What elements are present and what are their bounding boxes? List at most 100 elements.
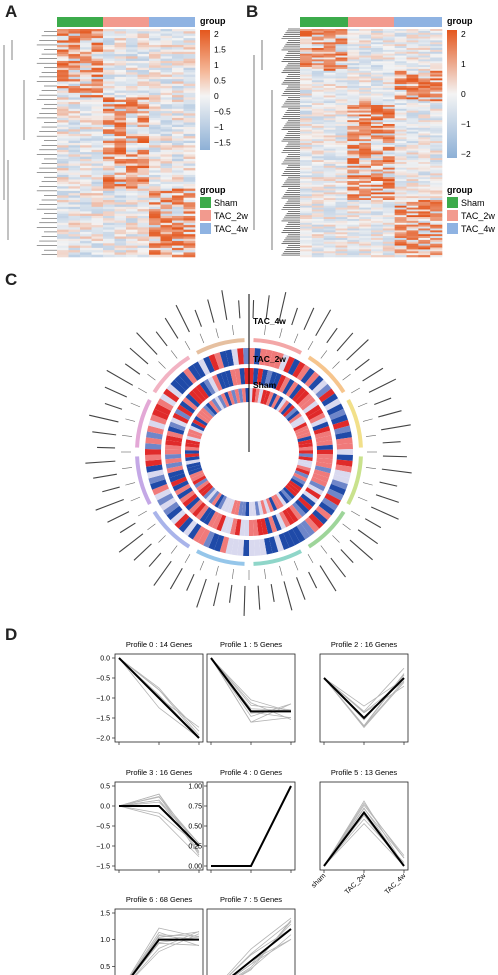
heatmap-cell [311,84,324,87]
heatmap-cell [103,200,115,203]
heatmap-cell [347,249,360,252]
heatmap-cell [68,177,81,180]
heatmap-cell [91,60,104,64]
gene-label-mark [221,290,228,320]
profile-title: Profile 5 : 13 Genes [331,768,398,777]
heatmap-cell [406,184,419,187]
heatmap-cell [103,122,115,126]
heatmap-cell [430,150,443,153]
heatmap-b-dendrogram [253,28,300,256]
circos-segment [188,428,203,437]
heatmap-cell [300,70,313,73]
heatmap-cell [418,101,431,104]
circos-segment [254,388,260,403]
circos-segment [195,504,210,520]
heatmap-cell [57,33,69,37]
heatmap-cell [57,70,69,73]
heatmap-cell [183,122,196,126]
heatmap-cell [57,145,69,148]
heatmap-cell [68,250,81,253]
profile-title: Profile 2 : 16 Genes [331,640,398,649]
heatmap-cell [172,101,184,105]
heatmap-cell [418,150,431,153]
heatmap-cell [382,232,395,235]
heatmap-cell [172,197,184,201]
heatmap-cell [57,133,69,137]
heatmap-cell [406,173,419,176]
heatmap-cell [126,161,138,164]
heatmap-cell [80,40,92,43]
heatmap-cell [160,56,173,59]
heatmap-cell [418,87,431,91]
heatmap-cell [114,133,127,137]
heatmap-cell [430,222,443,225]
gene-label-mark [257,585,261,610]
circos-segment [335,464,352,473]
circos-segment [294,425,309,434]
heatmap-cell [347,61,360,64]
heatmap-cell [114,215,127,219]
heatmap-cell [57,74,69,78]
heatmap-cell [430,247,443,250]
heatmap-cell [160,158,173,162]
heatmap-cell [91,108,104,112]
heatmap-cell [406,61,419,64]
heatmap-cell [406,48,419,51]
heatmap-cell [394,245,407,248]
heatmap-cell [323,137,336,140]
heatmap-cell [149,86,161,89]
heatmap-cell [382,38,395,41]
heatmap-cell [382,228,395,231]
heatmap-cell [347,220,360,224]
heatmap-cell [300,196,313,199]
heatmap-cell [137,177,150,180]
heatmap-cell [382,156,395,159]
heatmap-cell [359,245,372,248]
heatmap-cell [430,188,443,191]
heatmap-cell [183,54,196,57]
heatmap-cell [126,204,138,208]
heatmap-cell [335,171,348,174]
circos-segment [251,501,257,516]
heatmap-cell [359,103,372,106]
circos-segment [165,444,182,451]
heatmap-cell [335,245,348,248]
circos-segment [216,514,227,532]
heatmap-cell [335,93,348,96]
circos-segment [318,501,335,516]
heatmap-cell [160,184,173,187]
heatmap-cell [311,200,324,203]
heatmap-cell [137,31,150,34]
heatmap-cell [149,97,161,100]
heatmap-cell [406,163,419,167]
heatmap-cell [91,70,104,73]
heatmap-cell [430,84,443,87]
heatmap-cell [347,74,360,77]
heatmap-cell [406,78,419,81]
heatmap-cell [347,192,360,195]
heatmap-cell [323,255,336,258]
heatmap-cell [394,49,407,53]
heatmap-cell [418,163,431,167]
heatmap-cell [91,86,104,89]
heatmap-cell [359,141,372,144]
circos-segment [239,519,246,536]
heatmap-cell [137,124,150,128]
heatmap-cell [172,38,184,41]
heatmap-cell [335,217,348,220]
heatmap-cell [394,110,407,113]
heatmap-cell [68,161,81,164]
heatmap-cell [430,165,443,168]
heatmap-cell [126,67,138,71]
group-bar-b-sham [300,17,348,27]
heatmap-cell [382,49,395,53]
heatmap-cell [371,93,384,96]
circos-segment [297,496,313,511]
heatmap-cell [114,70,127,73]
heatmap-cell [80,42,92,46]
heatmap-cell [160,101,173,105]
heatmap-cell [394,84,407,87]
heatmap-cell [359,34,372,37]
heatmap-cell [80,143,92,146]
gene-trace [228,921,292,975]
